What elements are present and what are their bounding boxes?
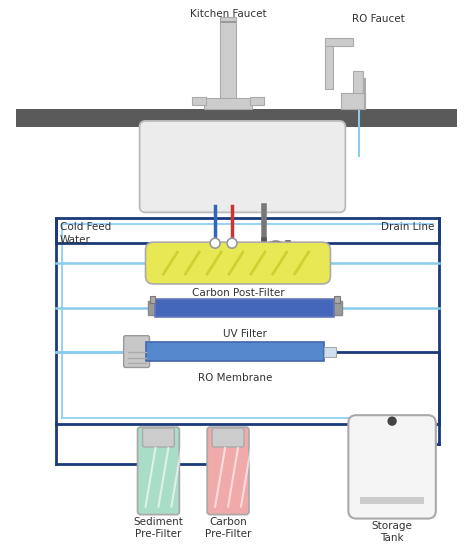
FancyBboxPatch shape [212,428,244,447]
Bar [325,46,333,89]
Bar [325,38,353,46]
Text: RO Faucet: RO Faucet [352,14,405,24]
Circle shape [227,238,237,248]
FancyBboxPatch shape [140,121,345,212]
Bar [220,17,236,106]
FancyBboxPatch shape [142,428,175,447]
FancyBboxPatch shape [146,242,331,284]
Bar [16,109,457,127]
Bar [146,342,324,362]
Text: Sediment
Pre-Filter: Sediment Pre-Filter [133,517,184,539]
Bar [149,296,156,303]
Text: RO Membrane: RO Membrane [198,373,272,383]
Text: Cold Feed
Water: Cold Feed Water [60,222,111,245]
Circle shape [210,238,220,248]
FancyBboxPatch shape [348,415,436,519]
Circle shape [388,417,396,425]
Text: Storage
Tank: Storage Tank [372,520,412,543]
Text: Drain Line: Drain Line [381,222,435,232]
Bar [156,299,334,317]
Text: Kitchen Faucet: Kitchen Faucet [190,9,266,19]
Bar [353,71,363,93]
Bar [250,97,264,105]
Text: Carbon
Pre-Filter: Carbon Pre-Filter [205,517,251,539]
Bar [220,20,236,23]
Bar [204,98,252,109]
Bar [192,97,206,105]
Bar [148,301,158,315]
Bar [333,301,342,315]
Bar [360,497,424,504]
FancyBboxPatch shape [123,336,149,367]
FancyBboxPatch shape [138,427,179,515]
Bar [342,93,365,109]
Bar [324,347,336,357]
Text: Carbon Post-Filter: Carbon Post-Filter [192,288,284,298]
FancyBboxPatch shape [207,427,249,515]
Text: UV Filter: UV Filter [223,328,267,338]
Bar [334,296,341,303]
